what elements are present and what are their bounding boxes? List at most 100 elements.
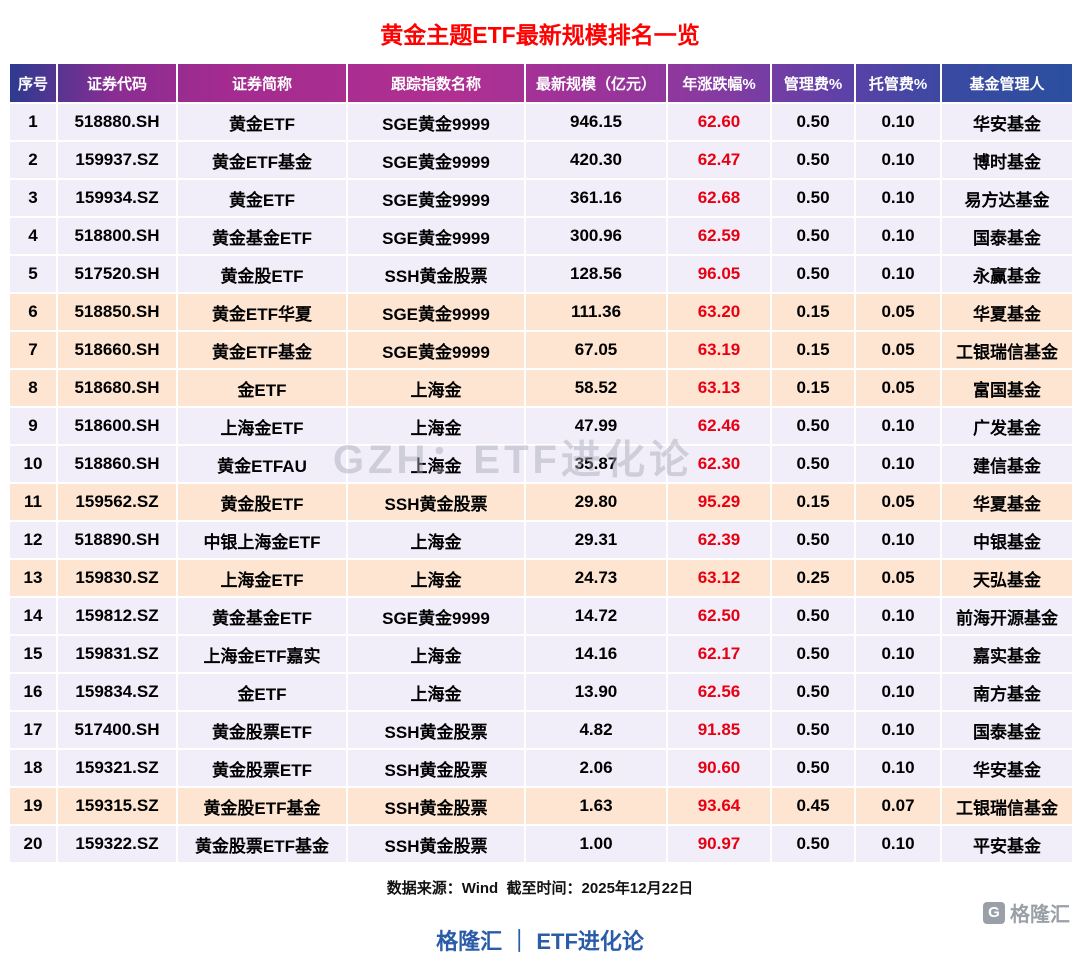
table-row: 18 159321.SZ 黄金股票ETF SSH黄金股票 2.06 90.60 0.50 0.… xyxy=(8,748,1074,788)
cell-custody-fee: 0.10 xyxy=(854,672,942,712)
cell-mgmt-fee: 0.50 xyxy=(770,254,856,294)
cell-change: 63.20 xyxy=(666,292,772,332)
column-header: 序号 xyxy=(8,62,58,104)
cell-scale: 14.16 xyxy=(524,634,668,674)
cell-code: 518860.SH xyxy=(56,444,178,484)
cell-mgmt-fee: 0.50 xyxy=(770,102,856,142)
cell-custody-fee: 0.10 xyxy=(854,824,942,864)
cell-rank: 2 xyxy=(8,140,58,180)
cell-code: 159322.SZ xyxy=(56,824,178,864)
cell-change: 62.60 xyxy=(666,102,772,142)
column-header: 基金管理人 xyxy=(940,62,1074,104)
cell-index: 上海金 xyxy=(346,558,526,598)
table-row: 8 518680.SH 金ETF 上海金 58.52 63.13 0.15 0.05 富国基金 xyxy=(8,368,1074,408)
cell-rank: 7 xyxy=(8,330,58,370)
cell-change: 96.05 xyxy=(666,254,772,294)
cell-index: SGE黄金9999 xyxy=(346,292,526,332)
cell-custody-fee: 0.10 xyxy=(854,178,942,218)
cell-manager: 工银瑞信基金 xyxy=(940,330,1074,370)
cell-scale: 4.82 xyxy=(524,710,668,750)
cell-name: 上海金ETF xyxy=(176,406,348,446)
cell-mgmt-fee: 0.50 xyxy=(770,824,856,864)
cell-mgmt-fee: 0.45 xyxy=(770,786,856,826)
cell-rank: 15 xyxy=(8,634,58,674)
cell-index: SGE黄金9999 xyxy=(346,596,526,636)
cell-index: SGE黄金9999 xyxy=(346,140,526,180)
cell-mgmt-fee: 0.15 xyxy=(770,482,856,522)
column-header: 年涨跌幅% xyxy=(666,62,772,104)
cell-manager: 华夏基金 xyxy=(940,482,1074,522)
cell-code: 517400.SH xyxy=(56,710,178,750)
column-header: 证券简称 xyxy=(176,62,348,104)
cell-manager: 易方达基金 xyxy=(940,178,1074,218)
table-body: 1 518880.SH 黄金ETF SGE黄金9999 946.15 62.60 0.50 0… xyxy=(8,102,1074,864)
cell-code: 159937.SZ xyxy=(56,140,178,180)
cell-custody-fee: 0.10 xyxy=(854,406,942,446)
cell-index: 上海金 xyxy=(346,672,526,712)
cell-change: 62.39 xyxy=(666,520,772,560)
cell-manager: 永赢基金 xyxy=(940,254,1074,294)
cell-code: 159812.SZ xyxy=(56,596,178,636)
cell-rank: 4 xyxy=(8,216,58,256)
cell-index: 上海金 xyxy=(346,634,526,674)
cell-change: 62.50 xyxy=(666,596,772,636)
table-row: 3 159934.SZ 黄金ETF SGE黄金9999 361.16 62.68 0.50 0… xyxy=(8,178,1074,218)
cell-scale: 1.00 xyxy=(524,824,668,864)
cell-custody-fee: 0.10 xyxy=(854,102,942,142)
cell-rank: 3 xyxy=(8,178,58,218)
page-title: 黄金主题ETF最新规模排名一览 xyxy=(380,22,700,48)
cell-rank: 10 xyxy=(8,444,58,484)
cell-scale: 14.72 xyxy=(524,596,668,636)
cell-code: 518890.SH xyxy=(56,520,178,560)
cell-code: 159562.SZ xyxy=(56,482,178,522)
cell-scale: 67.05 xyxy=(524,330,668,370)
cell-change: 90.60 xyxy=(666,748,772,788)
cell-manager: 华安基金 xyxy=(940,102,1074,142)
page: 黄金主题ETF最新规模排名一览 序号 证券代码 证券简称 跟踪指数名称 最新规模（亿元）… xyxy=(0,16,1080,956)
cell-code: 518680.SH xyxy=(56,368,178,408)
cell-manager: 工银瑞信基金 xyxy=(940,786,1074,826)
cell-scale: 13.90 xyxy=(524,672,668,712)
cell-custody-fee: 0.05 xyxy=(854,482,942,522)
cell-scale: 420.30 xyxy=(524,140,668,180)
cell-change: 62.30 xyxy=(666,444,772,484)
cell-custody-fee: 0.10 xyxy=(854,634,942,674)
cell-manager: 南方基金 xyxy=(940,672,1074,712)
cell-mgmt-fee: 0.50 xyxy=(770,406,856,446)
table-row: 13 159830.SZ 上海金ETF 上海金 24.73 63.12 0.25 0.05 天弘… xyxy=(8,558,1074,598)
cell-manager: 国泰基金 xyxy=(940,216,1074,256)
cell-custody-fee: 0.10 xyxy=(854,444,942,484)
cell-change: 90.97 xyxy=(666,824,772,864)
cell-mgmt-fee: 0.25 xyxy=(770,558,856,598)
cell-code: 518800.SH xyxy=(56,216,178,256)
cell-mgmt-fee: 0.50 xyxy=(770,140,856,180)
cell-rank: 12 xyxy=(8,520,58,560)
etf-ranking-table: 序号 证券代码 证券简称 跟踪指数名称 最新规模（亿元） 年涨跌幅% 管理费% 托管费% 基金管… xyxy=(8,62,1074,864)
cell-name: 上海金ETF嘉实 xyxy=(176,634,348,674)
cell-name: 黄金股票ETF xyxy=(176,748,348,788)
cell-index: 上海金 xyxy=(346,406,526,446)
table-row: 7 518660.SH 黄金ETF基金 SGE黄金9999 67.05 63.19 0.15… xyxy=(8,330,1074,370)
cell-manager: 平安基金 xyxy=(940,824,1074,864)
cell-scale: 24.73 xyxy=(524,558,668,598)
cell-manager: 嘉实基金 xyxy=(940,634,1074,674)
cell-manager: 国泰基金 xyxy=(940,710,1074,750)
cell-mgmt-fee: 0.50 xyxy=(770,178,856,218)
cell-index: SGE黄金9999 xyxy=(346,330,526,370)
cell-manager: 华夏基金 xyxy=(940,292,1074,332)
cell-custody-fee: 0.10 xyxy=(854,710,942,750)
table-row: 10 518860.SH 黄金ETFAU 上海金 35.87 62.30 0.50 0.10 建… xyxy=(8,444,1074,484)
cell-name: 黄金股票ETF基金 xyxy=(176,824,348,864)
cell-scale: 128.56 xyxy=(524,254,668,294)
cell-name: 黄金ETF xyxy=(176,102,348,142)
cell-scale: 300.96 xyxy=(524,216,668,256)
cell-name: 金ETF xyxy=(176,368,348,408)
cell-mgmt-fee: 0.50 xyxy=(770,710,856,750)
cell-index: SGE黄金9999 xyxy=(346,102,526,142)
table-row: 5 517520.SH 黄金股ETF SSH黄金股票 128.56 96.05 0.50 0.… xyxy=(8,254,1074,294)
cell-index: SSH黄金股票 xyxy=(346,748,526,788)
cell-name: 中银上海金ETF xyxy=(176,520,348,560)
cell-rank: 18 xyxy=(8,748,58,788)
cell-mgmt-fee: 0.50 xyxy=(770,634,856,674)
cell-code: 518880.SH xyxy=(56,102,178,142)
